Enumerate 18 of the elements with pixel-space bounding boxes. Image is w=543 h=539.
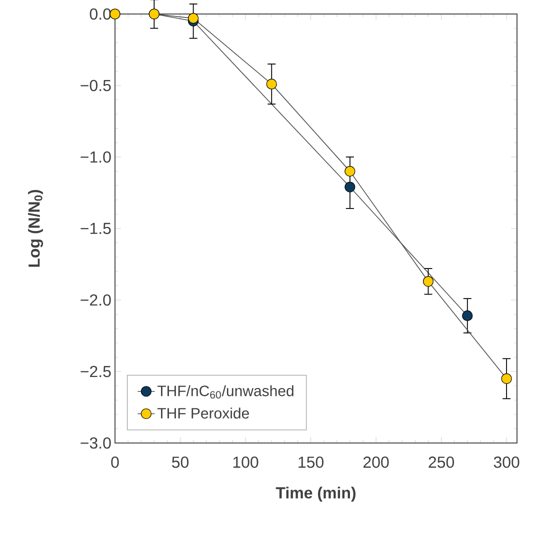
y-tick-label: −0.5 [80,80,111,92]
x-axis-title: Time (min) [276,486,356,502]
x-tick-label: 100 [233,456,258,468]
x-tick-label: 300 [494,456,520,468]
x-tick-label: 0 [111,456,119,468]
x-tick-label: 200 [363,456,389,468]
legend-label: THF Peroxide [157,408,249,419]
y-tick-label: −1.5 [80,222,111,234]
legend-label: THF/nC$_{60}$/unwashed [157,385,294,399]
y-tick-label: −2.5 [80,366,111,378]
x-tick-label: 50 [172,456,189,468]
y-tick-label: −3.0 [80,437,111,449]
y-tick-label: −2.0 [80,294,111,306]
y-axis-title: Log (N/N$_{0}$) [28,190,44,267]
x-tick-label: 150 [298,456,324,468]
y-tick-label: 0.0 [90,8,111,20]
y-tick-label: −1.0 [80,151,111,163]
x-tick-label: 250 [428,456,454,468]
